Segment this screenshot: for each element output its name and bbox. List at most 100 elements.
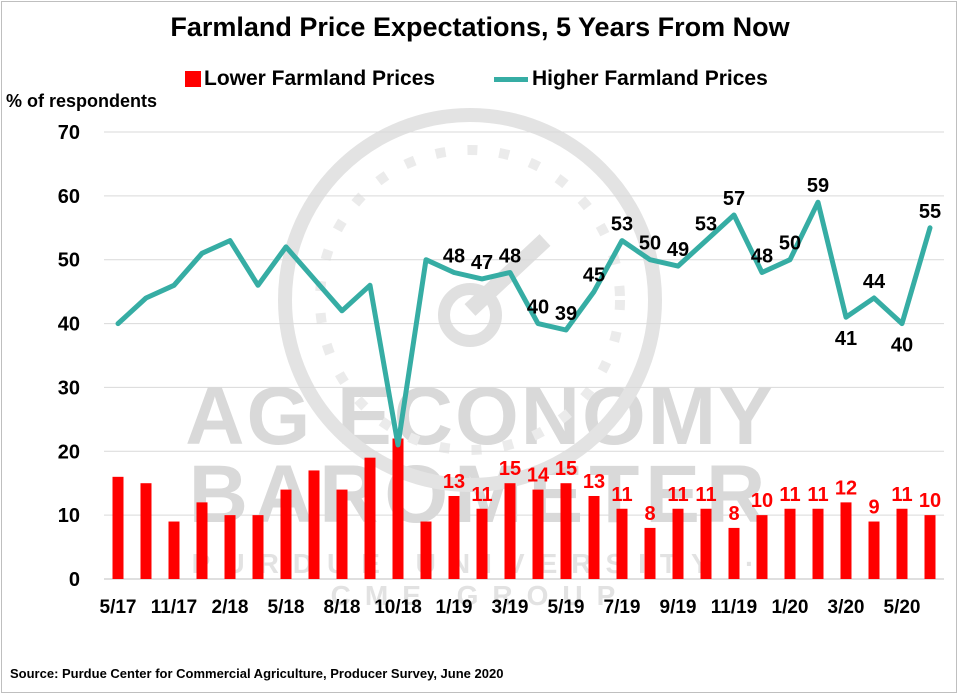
y-tick-label: 20: [58, 441, 80, 463]
x-axis: 5/17 11/17 2/18 5/18 8/18 10/18 1/19 3/19 5/19 7/…: [100, 597, 921, 618]
line-data-label: 47: [471, 252, 493, 274]
bar: [336, 489, 348, 579]
bar: [840, 502, 852, 579]
bar: [140, 483, 152, 579]
line-data-label: 50: [779, 233, 801, 255]
bar: [392, 438, 404, 579]
bar: [644, 527, 656, 579]
bar-data-label: 8: [728, 503, 739, 525]
bar-data-label: 9: [868, 497, 879, 519]
line-data-label: 40: [527, 297, 549, 319]
bar-data-label: 11: [779, 484, 800, 506]
y-tick-label: 70: [58, 122, 80, 144]
bar-data-label: 8: [644, 503, 655, 525]
x-tick-label: 11/19: [711, 597, 758, 618]
bar-data-label: 11: [611, 484, 632, 506]
x-tick-label: 8/18: [324, 597, 361, 618]
line-data-label: 50: [639, 233, 661, 255]
line-data-label: 53: [611, 214, 633, 236]
x-tick-label: 1/19: [436, 597, 473, 618]
bar-data-label: 13: [583, 471, 605, 493]
y-axis-title: % of respondents: [6, 91, 158, 111]
x-tick-label: 2/18: [212, 597, 249, 618]
line-data-label: 44: [863, 271, 886, 293]
line-data-label: 49: [667, 239, 689, 261]
chart-title: Farmland Price Expectations, 5 Years Fro…: [170, 12, 790, 42]
bar-data-label: 11: [471, 484, 492, 506]
bar: [896, 508, 908, 579]
x-tick-label: 5/18: [268, 597, 305, 618]
line-data-labels: 48 47 48 40 39 45 53 50 49 53 57 48 50 59 41 44 40 55: [443, 175, 941, 356]
line-data-label: 48: [499, 245, 521, 267]
bar: [112, 476, 124, 579]
bar: [196, 502, 208, 579]
line-data-label: 45: [583, 265, 605, 287]
x-tick-label: 3/19: [492, 597, 529, 618]
legend-swatch-lower: [185, 71, 201, 87]
watermark-line-3: PURDUE UNIVERSITY · CME GROUP: [191, 548, 755, 611]
bar: [224, 515, 236, 579]
legend-item-lower: Lower Farmland Prices: [185, 67, 435, 91]
bar: [812, 508, 824, 579]
line-data-label: 57: [723, 188, 745, 210]
bar: [672, 508, 684, 579]
x-tick-label: 3/20: [828, 597, 865, 618]
x-tick-label: 5/17: [100, 597, 137, 618]
bar-data-label: 11: [667, 484, 688, 506]
source-note: Source: Purdue Center for Commercial Agr…: [10, 666, 504, 681]
x-tick-label: 10/18: [374, 597, 422, 618]
bar: [756, 515, 768, 579]
x-tick-label: 5/19: [548, 597, 585, 618]
y-tick-label: 40: [58, 314, 80, 336]
y-tick-label: 60: [58, 186, 80, 208]
y-tick-label: 30: [58, 377, 80, 399]
bar-data-label: 10: [919, 490, 941, 512]
bar: [616, 508, 628, 579]
line-data-label: 53: [695, 214, 717, 236]
bar-data-label: 11: [891, 484, 912, 506]
y-tick-label: 10: [58, 505, 80, 527]
line-data-label: 48: [751, 245, 773, 267]
y-tick-label: 50: [58, 250, 80, 272]
legend-swatch-higher: [494, 76, 528, 82]
gauge-ticks: [315, 145, 625, 455]
x-tick-label: 5/20: [884, 597, 921, 618]
bar: [504, 483, 516, 579]
bar: [532, 489, 544, 579]
y-axis: 0 10 20 30 40 50 60 70: [58, 122, 80, 591]
bar: [364, 457, 376, 579]
bar: [308, 470, 320, 579]
gauge-ring: [278, 108, 662, 492]
legend-label-higher: Higher Farmland Prices: [532, 67, 768, 90]
bar-series: [112, 438, 936, 579]
watermark-gauge: [278, 108, 662, 492]
bar: [560, 483, 572, 579]
series-line: [115, 199, 933, 448]
bar-data-label: 13: [443, 471, 465, 493]
line-data-label: 40: [891, 335, 913, 357]
bar: [784, 508, 796, 579]
bar: [476, 508, 488, 579]
legend-item-higher: Higher Farmland Prices: [494, 67, 768, 91]
line-data-label: 48: [443, 245, 465, 267]
bar: [728, 527, 740, 579]
x-tick-label: 9/19: [660, 597, 697, 618]
line-data-label: 59: [807, 175, 829, 197]
bar: [280, 489, 292, 579]
x-tick-label: 11/17: [151, 597, 198, 618]
bar: [588, 495, 600, 579]
line-data-label: 41: [835, 328, 857, 350]
gauge-hub: [438, 283, 502, 347]
bar: [448, 495, 460, 579]
line-data-label: 39: [555, 303, 577, 325]
legend-label-lower: Lower Farmland Prices: [204, 67, 436, 90]
legend: Lower Farmland Prices Higher Farmland Pr…: [0, 67, 960, 95]
bar-data-label: 11: [695, 484, 716, 506]
x-tick-label: 7/19: [604, 597, 641, 618]
bar: [924, 515, 936, 579]
bar: [700, 508, 712, 579]
bar-data-label: 15: [499, 458, 521, 480]
